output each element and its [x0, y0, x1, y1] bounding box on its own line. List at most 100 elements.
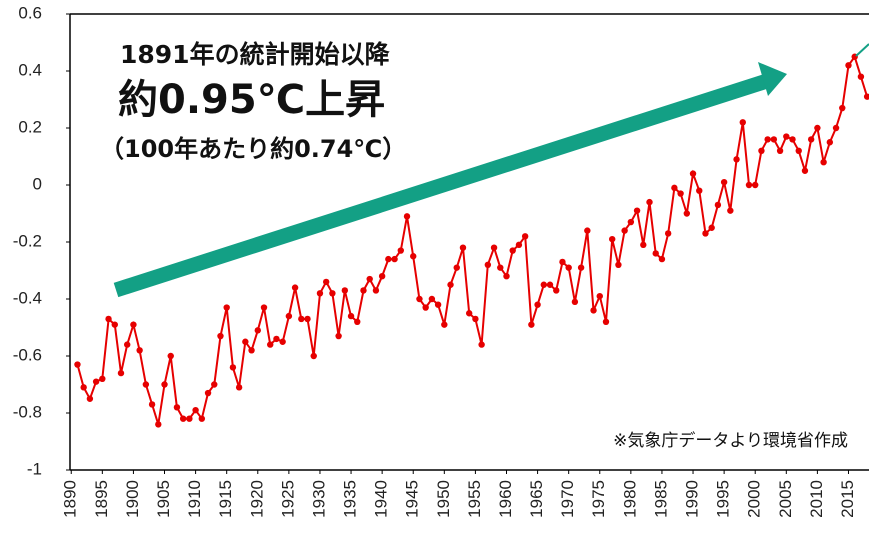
data-point [615, 261, 622, 268]
data-point [783, 133, 790, 140]
data-point [124, 341, 131, 348]
data-point [472, 315, 479, 323]
x-tick-label: 1890 [61, 480, 80, 518]
data-point [285, 312, 293, 320]
annotation: 約0.95℃上昇 [118, 77, 385, 123]
data-point [161, 381, 168, 388]
data-point [689, 170, 697, 177]
data-point [478, 341, 485, 348]
data-point [845, 62, 852, 69]
data-point [671, 184, 678, 192]
data-point [329, 290, 336, 297]
data-point [652, 250, 659, 257]
arrow-head [758, 62, 787, 96]
x-tick-label: 1895 [92, 480, 111, 518]
data-point [801, 167, 809, 174]
data-point [186, 415, 193, 422]
data-point [727, 207, 734, 214]
data-point [609, 235, 616, 243]
x-tick-label: 1945 [403, 480, 422, 518]
data-point [714, 201, 722, 209]
data-point [764, 136, 771, 143]
y-tick-label: 0.2 [18, 117, 42, 136]
data-point [708, 224, 715, 231]
data-point [789, 136, 796, 143]
data-point [223, 304, 230, 311]
data-point [465, 310, 473, 317]
data-point [254, 327, 261, 334]
data-point [198, 415, 206, 422]
data-point [217, 332, 224, 340]
data-point [397, 247, 404, 254]
data-point [546, 281, 554, 288]
annotation: 1891年の統計開始以降 [120, 40, 391, 69]
y-tick-label: -0.2 [13, 231, 42, 250]
data-point [677, 190, 684, 197]
data-point [142, 381, 150, 388]
data-point [863, 93, 869, 100]
data-point [422, 304, 429, 311]
data-point [820, 159, 827, 166]
x-tick-label: 1935 [341, 480, 360, 518]
data-point [260, 304, 268, 311]
data-point [664, 230, 672, 237]
data-point [447, 281, 454, 288]
x-tick-label: 1910 [185, 480, 204, 518]
data-point [683, 210, 691, 217]
data-point [354, 318, 361, 325]
data-point [136, 347, 143, 354]
data-point [459, 244, 467, 251]
x-tick-label: 2010 [807, 480, 826, 518]
data-point [416, 295, 423, 303]
data-point [304, 315, 311, 323]
x-tick-label: 2015 [838, 480, 857, 518]
x-tick-label: 1915 [216, 480, 235, 518]
data-point [540, 281, 548, 288]
y-tick-label: -0.8 [13, 402, 42, 421]
data-point [148, 401, 156, 408]
data-point [248, 347, 255, 354]
data-point [366, 275, 373, 283]
data-point [410, 253, 417, 260]
x-tick-label: 1920 [247, 480, 266, 518]
data-point [571, 298, 579, 306]
y-tick-label: -0.4 [13, 288, 42, 307]
data-point [497, 264, 504, 271]
y-tick-label: -1 [27, 459, 42, 478]
data-point [509, 247, 516, 254]
source-note: ※気象庁データより環境省作成 [613, 430, 848, 451]
data-point [839, 104, 846, 112]
x-tick-label: 1980 [620, 480, 639, 518]
data-point [453, 264, 460, 271]
data-point [385, 255, 392, 263]
data-point [378, 273, 386, 280]
x-tick-label: 1960 [496, 480, 515, 518]
data-point [130, 321, 137, 328]
data-point [702, 230, 709, 237]
data-point [814, 124, 821, 132]
data-point [298, 315, 305, 323]
x-tick-label: 1925 [278, 480, 297, 518]
x-tick-label: 1975 [589, 480, 608, 518]
data-point [335, 332, 342, 340]
data-point [553, 287, 560, 294]
data-point [696, 187, 703, 194]
data-point [117, 369, 125, 377]
y-tick-label: 0 [33, 174, 42, 193]
data-point [391, 255, 398, 263]
data-point [534, 301, 541, 308]
data-point [173, 404, 181, 411]
data-point [807, 136, 815, 143]
data-point [752, 181, 759, 189]
data-point [360, 287, 367, 294]
data-point [316, 290, 324, 297]
annotation: （100年あたり約0.74℃） [100, 135, 406, 163]
data-point [74, 361, 81, 368]
data-point [403, 213, 411, 220]
data-point [92, 378, 100, 385]
x-tick-label: 1900 [123, 480, 142, 518]
data-point [484, 261, 492, 268]
x-tick-label: 1905 [154, 480, 173, 518]
data-point [341, 287, 349, 294]
